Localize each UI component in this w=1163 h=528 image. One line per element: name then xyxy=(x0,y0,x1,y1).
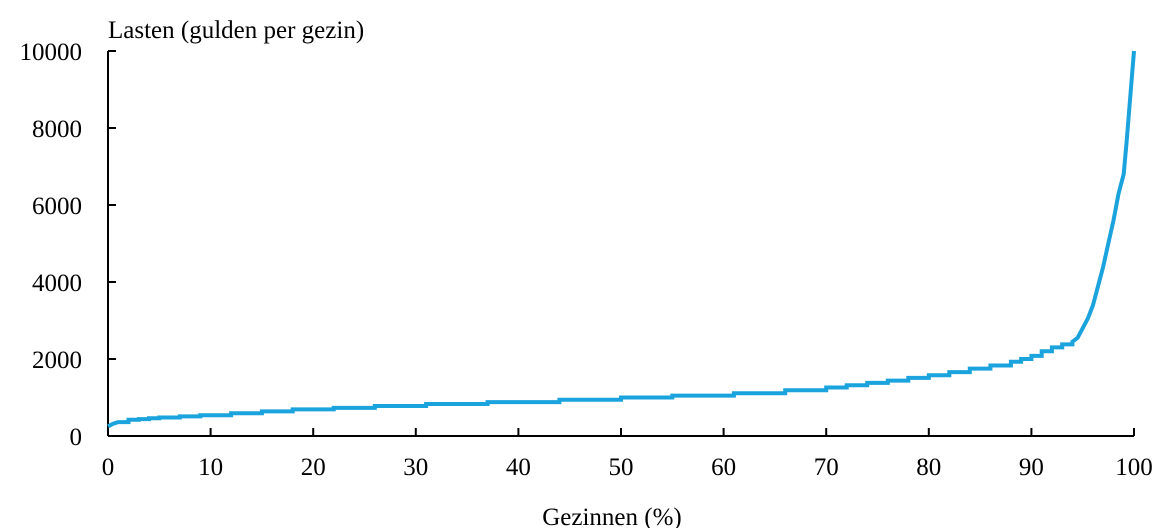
y-tick-label: 2000 xyxy=(32,347,82,374)
x-tick-label: 80 xyxy=(916,454,941,481)
x-tick-label: 50 xyxy=(609,454,634,481)
y-tick-label: 4000 xyxy=(32,270,82,297)
x-tick-label: 30 xyxy=(403,454,428,481)
x-axis-title: Gezinnen (%) xyxy=(542,504,682,528)
y-tick-label: 6000 xyxy=(32,193,82,220)
x-axis-ticks: 0 10 20 30 40 50 60 70 80 90 100 xyxy=(102,428,1153,481)
x-tick-label: 40 xyxy=(506,454,531,481)
y-tick-label: 10000 xyxy=(20,39,83,66)
x-tick-label: 60 xyxy=(711,454,736,481)
x-tick-label: 0 xyxy=(102,454,115,481)
y-axis-title: Lasten (gulden per gezin) xyxy=(108,17,364,44)
x-tick-label: 90 xyxy=(1019,454,1044,481)
x-tick-label: 10 xyxy=(198,454,223,481)
x-tick-label: 20 xyxy=(301,454,326,481)
y-tick-label: 8000 xyxy=(32,116,82,143)
series-line xyxy=(107,50,1136,429)
y-axis-ticks: 0 2000 4000 6000 8000 10000 xyxy=(20,39,116,451)
y-tick-label: 0 xyxy=(70,424,83,451)
x-tick-label: 70 xyxy=(814,454,839,481)
x-tick-label: 100 xyxy=(1115,454,1153,481)
